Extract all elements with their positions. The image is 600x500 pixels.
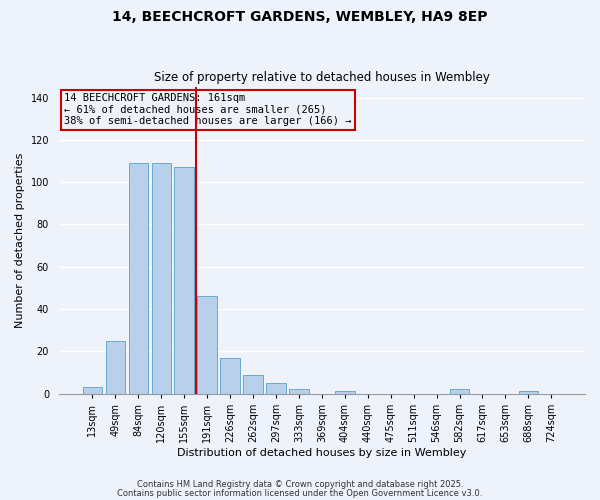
Bar — [266, 383, 286, 394]
Text: 14 BEECHCROFT GARDENS: 161sqm
← 61% of detached houses are smaller (265)
38% of : 14 BEECHCROFT GARDENS: 161sqm ← 61% of d… — [64, 93, 352, 126]
Text: Contains HM Land Registry data © Crown copyright and database right 2025.: Contains HM Land Registry data © Crown c… — [137, 480, 463, 489]
Bar — [335, 392, 355, 394]
X-axis label: Distribution of detached houses by size in Wembley: Distribution of detached houses by size … — [177, 448, 467, 458]
Bar — [152, 163, 171, 394]
Bar — [450, 390, 469, 394]
Bar — [175, 168, 194, 394]
Bar — [83, 387, 102, 394]
Bar — [289, 390, 308, 394]
Text: Contains public sector information licensed under the Open Government Licence v3: Contains public sector information licen… — [118, 489, 482, 498]
Text: 14, BEECHCROFT GARDENS, WEMBLEY, HA9 8EP: 14, BEECHCROFT GARDENS, WEMBLEY, HA9 8EP — [112, 10, 488, 24]
Bar — [106, 340, 125, 394]
Y-axis label: Number of detached properties: Number of detached properties — [15, 152, 25, 328]
Bar — [518, 392, 538, 394]
Bar — [128, 163, 148, 394]
Bar — [220, 358, 240, 394]
Bar — [244, 374, 263, 394]
Title: Size of property relative to detached houses in Wembley: Size of property relative to detached ho… — [154, 72, 490, 85]
Bar — [197, 296, 217, 394]
